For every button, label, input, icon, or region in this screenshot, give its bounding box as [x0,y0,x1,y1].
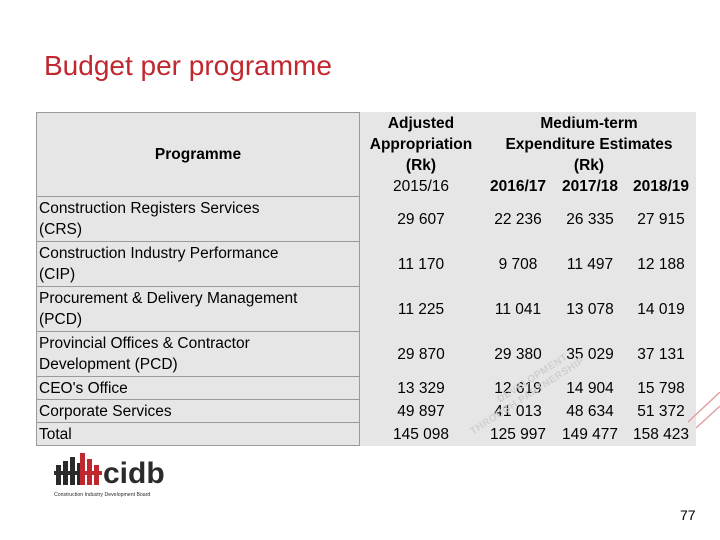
cidb-logo: cidb Construction Industry Development B… [54,453,184,504]
slide-number: 77 [680,507,696,523]
table-row: Provincial Offices & Contractor Developm… [36,331,697,377]
value-cell: 149 477 [561,425,619,443]
cidb-logo-mark: cidb Construction Industry Development B… [54,453,165,498]
programme-cell: Provincial Offices & Contractor Developm… [36,331,360,377]
programme-name: Construction Registers Services [39,200,260,217]
header-adjusted-line-3: (Rk) [405,156,437,174]
page-title: Budget per programme [44,50,332,81]
header-year-2015: 2015/16 [392,177,450,195]
header-year-2018: 2018/19 [632,177,690,195]
programme-cell: Construction Registers Services (CRS) [36,196,360,242]
value-cell: 48 634 [566,402,614,420]
value-cell: 29 380 [494,345,542,363]
value-cell: 9 708 [498,255,538,273]
value-cell: 13 078 [566,300,614,318]
header-mtef-line-2: Expenditure Estimates [505,135,673,153]
programme-abbr: (CIP) [39,266,76,283]
table-row: CEO's Office 13 329 12 619 14 904 15 798 [36,376,697,400]
programme-abbr: (CRS) [39,221,83,238]
value-cell: 41 013 [494,402,542,420]
value-cell: 14 019 [637,300,685,318]
value-cell: 11 225 [397,300,445,318]
table-header-row: (Rk) (Rk) [37,155,697,176]
value-cell: 27 915 [637,210,685,228]
decorative-lines [687,392,720,429]
table-row-total: Total 145 098 125 997 149 477 158 423 [36,422,697,446]
value-cell: 11 497 [566,255,614,273]
table-header-row: Programme Adjusted Medium-term [36,112,697,197]
programme-cell: Total [36,422,360,446]
value-cell: 29 607 [397,210,445,228]
table-row: Procurement & Delivery Management (PCD) … [36,286,697,332]
table-header-row: Appropriation Expenditure Estimates [37,134,697,155]
programme-cell: CEO's Office [36,376,360,400]
value-cell: 13 329 [397,379,445,397]
value-cell: 26 335 [566,210,614,228]
value-cell: 11 170 [397,255,445,273]
value-cell: 35 029 [566,345,614,363]
budget-table: Programme Adjusted Medium-term Appropria… [36,112,696,446]
table-row: Construction Registers Services (CRS) 29… [36,196,697,242]
programme-cell: Construction Industry Performance (CIP) [36,241,360,287]
value-cell: 12 619 [494,379,542,397]
value-cell: 125 997 [489,425,547,443]
header-mtef-line-3: (Rk) [573,156,605,174]
header-year-2017: 2017/18 [561,177,619,195]
programme-name: Provincial Offices & Contractor [39,335,250,352]
logo-tagline: Construction Industry Development Board [54,492,150,498]
header-adjusted-line-2: Appropriation [369,135,473,153]
table-row: Corporate Services 49 897 41 013 48 634 … [36,399,697,423]
programme-abbr: (PCD) [39,311,83,328]
programme-abbr: Development (PCD) [39,356,178,373]
programme-cell: Procurement & Delivery Management (PCD) [36,286,360,332]
value-cell: 37 131 [637,345,685,363]
value-cell: 11 041 [494,300,542,318]
header-adjusted-line-1: Adjusted [387,114,455,132]
value-cell: 29 870 [397,345,445,363]
header-year-2016: 2016/17 [489,177,547,195]
programme-name: Construction Industry Performance [39,245,279,262]
value-cell: 51 372 [637,402,685,420]
value-cell: 158 423 [632,425,690,443]
table-header-years: 2015/16 2016/17 2017/18 2018/19 [37,176,697,197]
value-cell: 22 236 [494,210,542,228]
value-cell: 145 098 [392,425,450,443]
header-programme: Programme [36,112,360,197]
programme-name: Procurement & Delivery Management [39,290,298,307]
value-cell: 14 904 [566,379,614,397]
value-cell: 15 798 [637,379,685,397]
value-cell: 49 897 [397,402,445,420]
table-row: Construction Industry Performance (CIP) … [36,241,697,287]
value-cell: 12 188 [637,255,685,273]
logo-word: cidb [103,457,165,490]
header-mtef-line-1: Medium-term [540,114,638,132]
programme-cell: Corporate Services [36,399,360,423]
